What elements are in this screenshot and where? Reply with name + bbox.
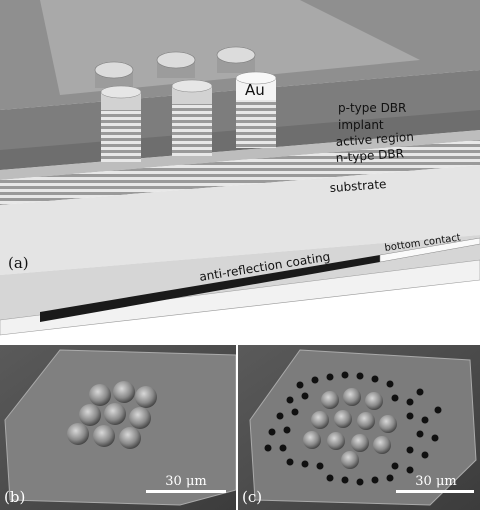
scale-bar-c bbox=[396, 490, 474, 493]
substrate-block bbox=[0, 165, 480, 275]
scale-text-b: 30 μm bbox=[165, 474, 206, 489]
panel-a: Au p-type DBR implant active region n-ty… bbox=[0, 0, 480, 336]
pillars-back-row bbox=[94, 46, 256, 88]
panel-gap-bc bbox=[236, 345, 238, 510]
panel-c: 30 μm (c) bbox=[238, 345, 480, 510]
label-p-dbr: p-type DBR bbox=[338, 101, 406, 115]
panel-b: 30 μm (b) bbox=[0, 345, 237, 510]
bump-array-b bbox=[67, 381, 157, 449]
bottom-contact-bar bbox=[379, 237, 480, 263]
active-band bbox=[0, 130, 480, 180]
label-implant: implant bbox=[338, 118, 384, 132]
bottom-edge bbox=[0, 259, 480, 336]
scale-bar-b bbox=[146, 490, 226, 493]
label-substrate: substrate bbox=[329, 177, 387, 195]
label-n-dbr: n-type DBR bbox=[335, 146, 404, 165]
ar-coating-bar bbox=[40, 255, 380, 322]
panel-a-label: (a) bbox=[8, 254, 29, 272]
pillars-front-row bbox=[100, 71, 277, 162]
label-au: Au bbox=[245, 81, 265, 99]
bump-array-c bbox=[303, 388, 397, 469]
panel-b-label: (b) bbox=[4, 488, 25, 506]
hole-array-c bbox=[264, 371, 442, 486]
scale-text-c: 30 μm bbox=[415, 474, 456, 489]
n-dbr-band bbox=[0, 140, 480, 205]
panel-divider bbox=[0, 336, 480, 345]
label-active-region: active region bbox=[335, 130, 414, 149]
panel-c-label: (c) bbox=[242, 488, 262, 506]
